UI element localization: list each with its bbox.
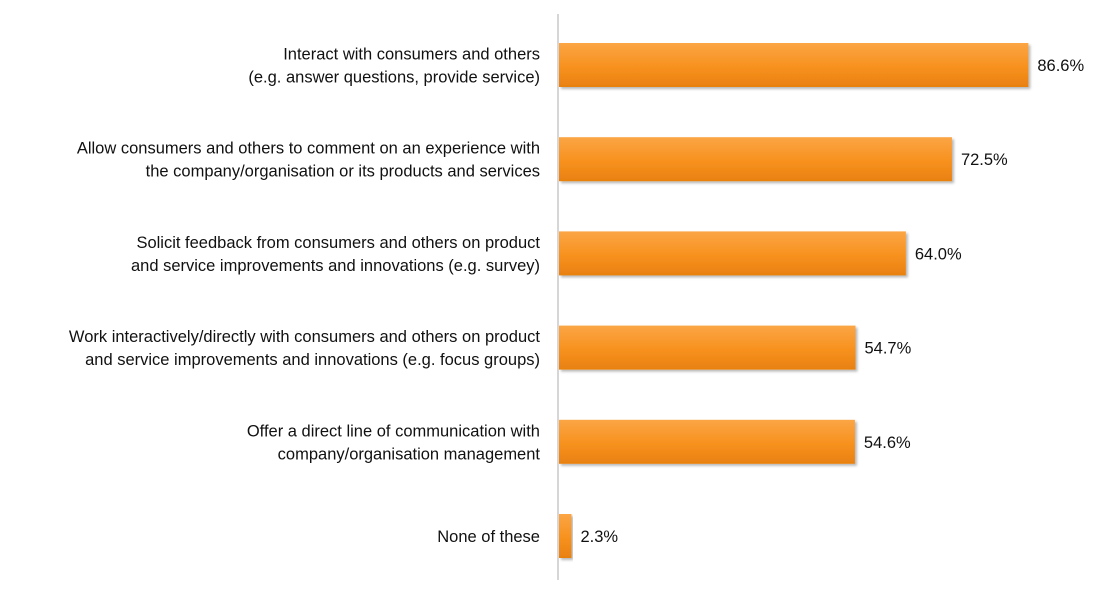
category-label-line: Offer a direct line of communication wit… [247, 422, 540, 440]
category-label-line: Allow consumers and others to comment on… [77, 140, 540, 158]
category-label-line: None of these [437, 528, 540, 546]
category-label-line: Interact with consumers and others [283, 46, 540, 64]
category-label-line: the company/organisation or its products… [146, 163, 540, 181]
category-label-line: and service improvements and innovations… [85, 351, 540, 369]
value-label-0: 86.6% [1037, 57, 1084, 75]
value-label-2: 64.0% [915, 245, 962, 263]
category-label-line: Work interactively/directly with consume… [69, 328, 540, 346]
bar-1 [559, 137, 952, 182]
value-label-5: 2.3% [580, 528, 618, 546]
category-label-0: Interact with consumers and others (e.g. … [248, 46, 540, 87]
value-label-4: 54.6% [864, 434, 911, 452]
category-label-line: (e.g. answer questions, provide service) [248, 69, 540, 87]
value-label-3: 54.7% [864, 340, 911, 358]
category-label-2: Solicit feedback from consumers and othe… [131, 234, 540, 275]
category-label-5: None of these [437, 528, 540, 546]
category-label-line: company/organisation management [278, 445, 541, 463]
bar-0 [559, 43, 1029, 87]
category-label-1: Allow consumers and others to comment on… [77, 140, 540, 181]
category-label-3: Work interactively/directly with consume… [69, 328, 540, 369]
bar-3 [559, 325, 856, 370]
bar-2 [559, 231, 906, 276]
category-label-line: Solicit feedback from consumers and othe… [136, 234, 540, 252]
category-label-4: Offer a direct line of communication wit… [247, 422, 541, 463]
value-label-1: 72.5% [961, 151, 1008, 169]
category-label-line: and service improvements and innovations… [131, 257, 540, 275]
bar-5 [559, 514, 572, 558]
bar-4 [559, 419, 855, 464]
